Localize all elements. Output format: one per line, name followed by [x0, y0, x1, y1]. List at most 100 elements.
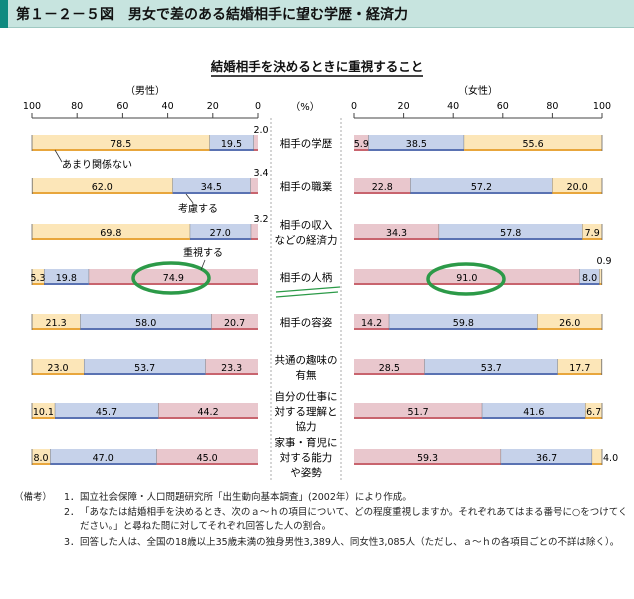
male-tick-label: 20: [207, 101, 219, 112]
male-data-label: 20.7: [224, 318, 245, 329]
category-label: などの経済力: [275, 234, 338, 247]
female-data-label: 5.9: [354, 139, 369, 150]
female-tick-label: 40: [447, 101, 459, 112]
highlight-circle-male: [131, 261, 211, 295]
title-accent: [0, 0, 8, 28]
male-data-label: 19.5: [221, 139, 242, 150]
notes-label: （備考）: [14, 492, 53, 503]
female-data-label: 53.7: [481, 363, 502, 374]
female-bar-あまり関係ない: [592, 449, 602, 465]
female-data-label: 41.6: [523, 407, 544, 418]
annotation-leader: [185, 193, 194, 204]
female-data-label: 6.7: [586, 407, 601, 418]
note-1-number: 1．: [64, 492, 80, 503]
female-data-label: 26.0: [559, 318, 580, 329]
male-bar-重視する: [250, 178, 258, 194]
male-bar-あまり関係ない: [32, 449, 51, 465]
female-data-label: 8.0: [582, 273, 597, 284]
male-bar-考慮する: [43, 269, 89, 285]
female-tick-label: 60: [497, 101, 509, 112]
female-bar-重視する: [354, 314, 390, 330]
male-data-label: 53.7: [134, 363, 155, 374]
female-bar-考慮する: [368, 135, 465, 151]
female-bar-重視する: [354, 224, 440, 240]
female-bar-あまり関係ない: [582, 224, 602, 240]
category-label: 家事・育児に: [275, 436, 338, 449]
female-data-label: 59.8: [453, 318, 474, 329]
female-data-label: 17.7: [569, 363, 590, 374]
male-data-label: 27.0: [210, 228, 231, 239]
male-data-label: 5.3: [30, 273, 45, 284]
female-data-label: 55.6: [522, 139, 543, 150]
note-1-text: 国立社会保障・人口問題研究所「出生動向基本調査」(2002年）により作成。: [80, 492, 412, 503]
female-bar-考慮する: [501, 449, 593, 465]
category-label: 協力: [296, 420, 317, 433]
annotation-important: 重視する: [183, 246, 223, 259]
female-data-label: 57.8: [500, 228, 521, 239]
male-axis-label: （男性）: [125, 84, 165, 97]
note-2-text: 「あなたは結婚相手を決めるとき、次のａ～ｈの項目について、どの程度重視しますか。…: [80, 507, 628, 532]
male-bar-考慮する: [83, 359, 206, 375]
unit-label: （%）: [290, 101, 320, 113]
highlight-circle-female: [426, 262, 506, 296]
male-bar-重視する: [253, 135, 258, 151]
male-bar-考慮する: [189, 224, 251, 240]
female-data-label: 4.0: [603, 453, 618, 464]
male-bar-あまり関係ない: [32, 178, 173, 194]
female-bar-考慮する: [424, 359, 558, 375]
female-bar-あまり関係ない: [464, 135, 602, 151]
female-data-label: 36.7: [536, 453, 557, 464]
category-label: 相手の人柄: [280, 271, 333, 284]
figure-title: 第１－２－５図 男女で差のある結婚相手に望む学歴・経済力: [16, 7, 408, 23]
female-bar-重視する: [354, 449, 502, 465]
male-data-label: 78.5: [110, 139, 131, 150]
male-data-label: 2.0: [253, 125, 268, 136]
female-data-label: 57.2: [471, 182, 492, 193]
male-bar-重視する: [158, 403, 258, 419]
male-data-label: 47.0: [93, 453, 114, 464]
male-bar-考慮する: [54, 403, 159, 419]
female-data-label: 28.5: [379, 363, 400, 374]
female-bar-考慮する: [482, 403, 586, 419]
note-2-number: 2．: [64, 507, 80, 518]
annotation-leader: [54, 149, 63, 163]
female-data-label: 34.3: [386, 228, 407, 239]
highlight-underline: [275, 291, 339, 298]
female-data-label: 7.9: [585, 228, 600, 239]
male-bar-重視する: [205, 359, 258, 375]
male-data-label: 21.3: [45, 318, 66, 329]
male-bar-あまり関係ない: [32, 314, 81, 330]
category-label: 自分の仕事に: [275, 390, 338, 403]
annotation-not-related: あまり関係ない: [62, 159, 132, 171]
male-bar-あまり関係ない: [32, 135, 210, 151]
category-label: 有無: [296, 369, 317, 382]
note-3-number: 3．: [64, 537, 80, 548]
male-data-label: 19.8: [56, 273, 77, 284]
male-bar-重視する: [250, 224, 258, 240]
female-data-label: 38.5: [406, 139, 427, 150]
female-data-label: 51.7: [408, 407, 429, 418]
male-data-label: 23.3: [221, 363, 242, 374]
female-bar-あまり関係ない: [599, 269, 602, 285]
male-data-label: 62.0: [92, 182, 113, 193]
female-data-label: 59.3: [417, 453, 438, 464]
annotation-leader: [200, 259, 206, 271]
male-data-label: 69.8: [100, 228, 121, 239]
male-tick-label: 40: [162, 101, 174, 112]
female-bar-考慮する: [579, 269, 600, 285]
category-label: 相手の職業: [280, 180, 333, 193]
female-tick-label: 80: [546, 101, 558, 112]
female-tick-label: 20: [398, 101, 410, 112]
male-bar-考慮する: [209, 135, 254, 151]
female-data-label: 20.0: [567, 182, 588, 193]
male-data-label: 34.5: [201, 182, 222, 193]
male-data-label: 45.7: [96, 407, 117, 418]
category-label: 相手の学歴: [280, 137, 333, 150]
female-bar-重視する: [354, 178, 411, 194]
female-bar-あまり関係ない: [552, 178, 602, 194]
male-bar-重視する: [88, 269, 258, 285]
male-data-label: 8.0: [33, 453, 48, 464]
chart-title: 結婚相手を決めるときに重視すること: [210, 59, 424, 77]
male-bar-あまり関係ない: [32, 359, 84, 375]
category-label: 対する理解と: [275, 405, 338, 418]
